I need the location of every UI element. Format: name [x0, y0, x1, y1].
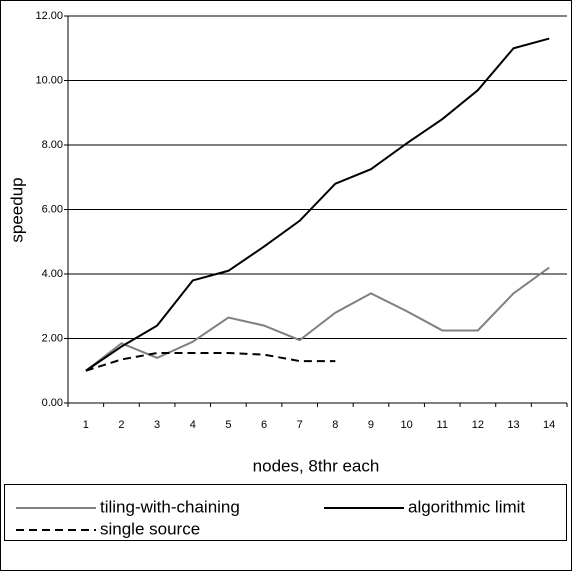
- y-tick-label: 8.00: [42, 139, 63, 151]
- x-tick-label: 3: [154, 419, 160, 431]
- y-axis-label: speedup: [7, 177, 26, 242]
- x-tick-label: 8: [332, 419, 338, 431]
- x-tick-label: 11: [437, 419, 448, 431]
- series-line: [85, 37, 550, 372]
- series-line: [85, 352, 336, 372]
- x-tick-label: 2: [118, 419, 124, 431]
- x-tick-label: 9: [368, 419, 374, 431]
- y-tick-label: 4.00: [42, 268, 63, 280]
- x-tick-label: 4: [190, 419, 196, 431]
- legend-box: [4, 484, 567, 541]
- legend-label: single source: [100, 519, 200, 538]
- x-tick-label: 10: [400, 419, 412, 431]
- series-line: [85, 266, 550, 372]
- x-tick-label: 14: [543, 419, 555, 431]
- y-tick-label: 2.00: [42, 332, 63, 344]
- x-tick-label: 5: [225, 419, 231, 431]
- y-tick-label: 0.00: [42, 397, 63, 409]
- x-tick-label: 1: [83, 419, 89, 431]
- x-axis-label: nodes, 8thr each: [253, 456, 380, 475]
- x-tick-label: 12: [472, 419, 484, 431]
- x-tick-label: 7: [297, 419, 303, 431]
- x-tick-label: 13: [507, 419, 519, 431]
- y-tick-label: 12.00: [35, 10, 63, 22]
- legend-label: algorithmic limit: [408, 497, 525, 516]
- y-tick-label: 10.00: [35, 74, 63, 86]
- x-tick-label: 6: [261, 419, 267, 431]
- legend-label: tiling-with-chaining: [100, 497, 240, 516]
- y-tick-label: 6.00: [42, 203, 63, 215]
